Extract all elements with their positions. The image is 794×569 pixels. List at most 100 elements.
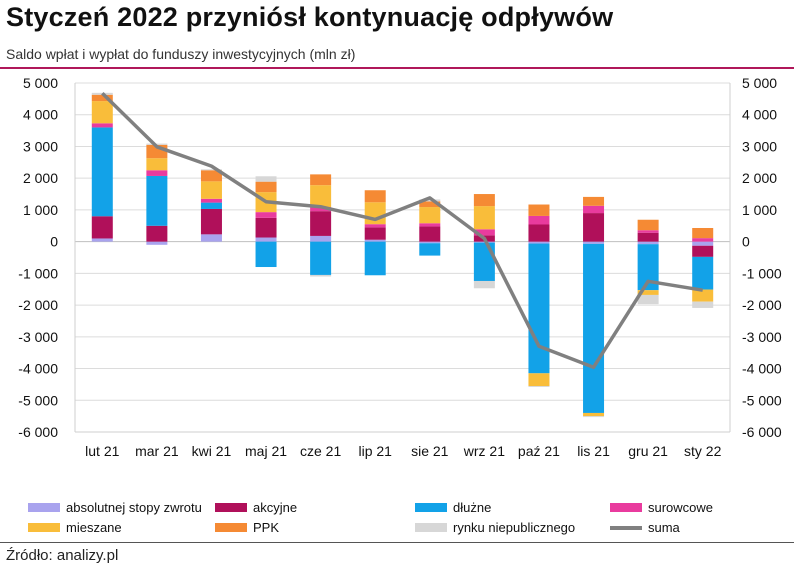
y-tick-label-left: -6 000 bbox=[18, 424, 58, 440]
y-tick-label-left: 4 000 bbox=[23, 107, 58, 123]
bar-segment bbox=[200, 234, 222, 242]
bar-segment bbox=[528, 215, 550, 225]
bar-segment bbox=[692, 301, 714, 308]
bar-segment bbox=[583, 205, 605, 214]
bar-segment bbox=[419, 226, 441, 242]
x-tick-label: cze 21 bbox=[300, 443, 341, 459]
legend-item: rynku niepublicznego bbox=[415, 520, 575, 535]
bar-segment bbox=[419, 201, 441, 208]
legend-item: dłużne bbox=[415, 500, 491, 515]
bar-segment bbox=[255, 176, 277, 182]
legend-item: PPK bbox=[215, 520, 279, 535]
legend-item: mieszane bbox=[28, 520, 122, 535]
x-tick-label: lip 21 bbox=[358, 443, 392, 459]
y-tick-label-right: -3 000 bbox=[742, 329, 782, 345]
y-tick-label-right: 2 000 bbox=[742, 170, 777, 186]
x-tick-label: wrz 21 bbox=[463, 443, 505, 459]
bar-segment bbox=[200, 208, 222, 235]
legend-label: absolutnej stopy zwrotu bbox=[66, 500, 202, 515]
legend-item: suma bbox=[610, 520, 680, 535]
bar-segment bbox=[528, 243, 550, 374]
bar-segment bbox=[255, 217, 277, 238]
y-tick-label-left: -5 000 bbox=[18, 392, 58, 408]
legend-swatch bbox=[610, 503, 642, 512]
bar-segment bbox=[419, 241, 441, 244]
legend-item: absolutnej stopy zwrotu bbox=[28, 500, 202, 515]
bar-segment bbox=[91, 127, 113, 217]
legend-swatch bbox=[610, 525, 642, 530]
bar-segment bbox=[364, 190, 386, 203]
legend-swatch bbox=[28, 523, 60, 532]
bar-segment bbox=[637, 241, 659, 245]
bar-segment bbox=[146, 241, 168, 245]
y-tick-label-left: -4 000 bbox=[18, 361, 58, 377]
legend-label: akcyjne bbox=[253, 500, 298, 515]
legend-swatch bbox=[415, 503, 447, 512]
y-tick-label-left: 3 000 bbox=[23, 138, 58, 154]
bar-segment bbox=[255, 237, 277, 242]
axis-layer: 5 000 5 000 4 000 4 000 3 000 3 000 2 000 2 000… bbox=[18, 75, 782, 459]
page-subtitle: Saldo wpłat i wypłat do funduszy inwesty… bbox=[6, 46, 356, 62]
bar-segment bbox=[91, 238, 113, 242]
y-tick-label-left: -1 000 bbox=[18, 265, 58, 281]
y-tick-label-left: -2 000 bbox=[18, 297, 58, 313]
legend-label: dłużne bbox=[453, 500, 492, 515]
x-tick-label: lis 21 bbox=[577, 443, 610, 459]
bar-segment bbox=[364, 227, 386, 240]
y-tick-label-right: -6 000 bbox=[742, 424, 782, 440]
bar-segment bbox=[310, 235, 332, 242]
bar-segment bbox=[637, 290, 659, 295]
bar-segment bbox=[637, 294, 659, 305]
bar-segment bbox=[473, 194, 495, 207]
bar-segment bbox=[583, 196, 605, 206]
x-tick-label: lut 21 bbox=[85, 443, 119, 459]
bar-segment bbox=[692, 227, 714, 239]
bar-segment bbox=[255, 241, 277, 268]
legend-label: PPK bbox=[253, 520, 280, 535]
y-tick-label-left: -3 000 bbox=[18, 329, 58, 345]
y-tick-label-right: 1 000 bbox=[742, 202, 777, 218]
y-tick-label-left: 0 bbox=[50, 234, 58, 250]
bar-segment bbox=[528, 385, 550, 387]
source-note: Źródło: analizy.pl bbox=[6, 547, 119, 564]
legend-swatch bbox=[415, 523, 447, 532]
bar-segment bbox=[637, 219, 659, 231]
legend-swatch bbox=[28, 503, 60, 512]
x-tick-label: sty 22 bbox=[684, 443, 722, 459]
bar-segment bbox=[310, 211, 332, 236]
page-title: Styczeń 2022 przyniósł kontynuację odpły… bbox=[6, 2, 614, 32]
bar-segment bbox=[528, 241, 550, 244]
bar-segment bbox=[146, 225, 168, 242]
bar-segment bbox=[310, 274, 332, 277]
bar-segment bbox=[91, 123, 113, 128]
bar-segment bbox=[255, 212, 277, 218]
bar-segment bbox=[146, 143, 168, 145]
stacked-bar-chart: 5 000 5 000 4 000 4 000 3 000 3 000 2 000 2 000… bbox=[18, 75, 782, 459]
y-tick-label-left: 5 000 bbox=[23, 75, 58, 91]
bar-segment bbox=[310, 185, 332, 208]
bar-segment bbox=[200, 198, 222, 203]
bar-segment bbox=[200, 169, 222, 171]
bar-segment bbox=[583, 412, 605, 417]
y-tick-label-right: -2 000 bbox=[742, 297, 782, 313]
bar-segment bbox=[583, 241, 605, 244]
bar-segment bbox=[200, 181, 222, 199]
bar-segment bbox=[473, 280, 495, 289]
legend-label: mieszane bbox=[66, 520, 122, 535]
bar-segment bbox=[310, 174, 332, 186]
y-tick-label-right: 5 000 bbox=[742, 75, 777, 91]
bar-segment bbox=[364, 239, 386, 242]
y-tick-label-right: 4 000 bbox=[742, 107, 777, 123]
x-tick-label: mar 21 bbox=[135, 443, 179, 459]
sum-line bbox=[101, 91, 703, 370]
bar-segment bbox=[91, 216, 113, 239]
bar-segment bbox=[692, 256, 714, 290]
legend-label: suma bbox=[648, 520, 680, 535]
bar-segment bbox=[364, 224, 386, 228]
y-tick-label-right: -1 000 bbox=[742, 265, 782, 281]
bar-segment bbox=[419, 243, 441, 256]
bar-segment bbox=[583, 213, 605, 242]
bar-segment bbox=[91, 101, 113, 124]
bar-segment bbox=[419, 199, 441, 202]
bar-segment bbox=[528, 204, 550, 216]
